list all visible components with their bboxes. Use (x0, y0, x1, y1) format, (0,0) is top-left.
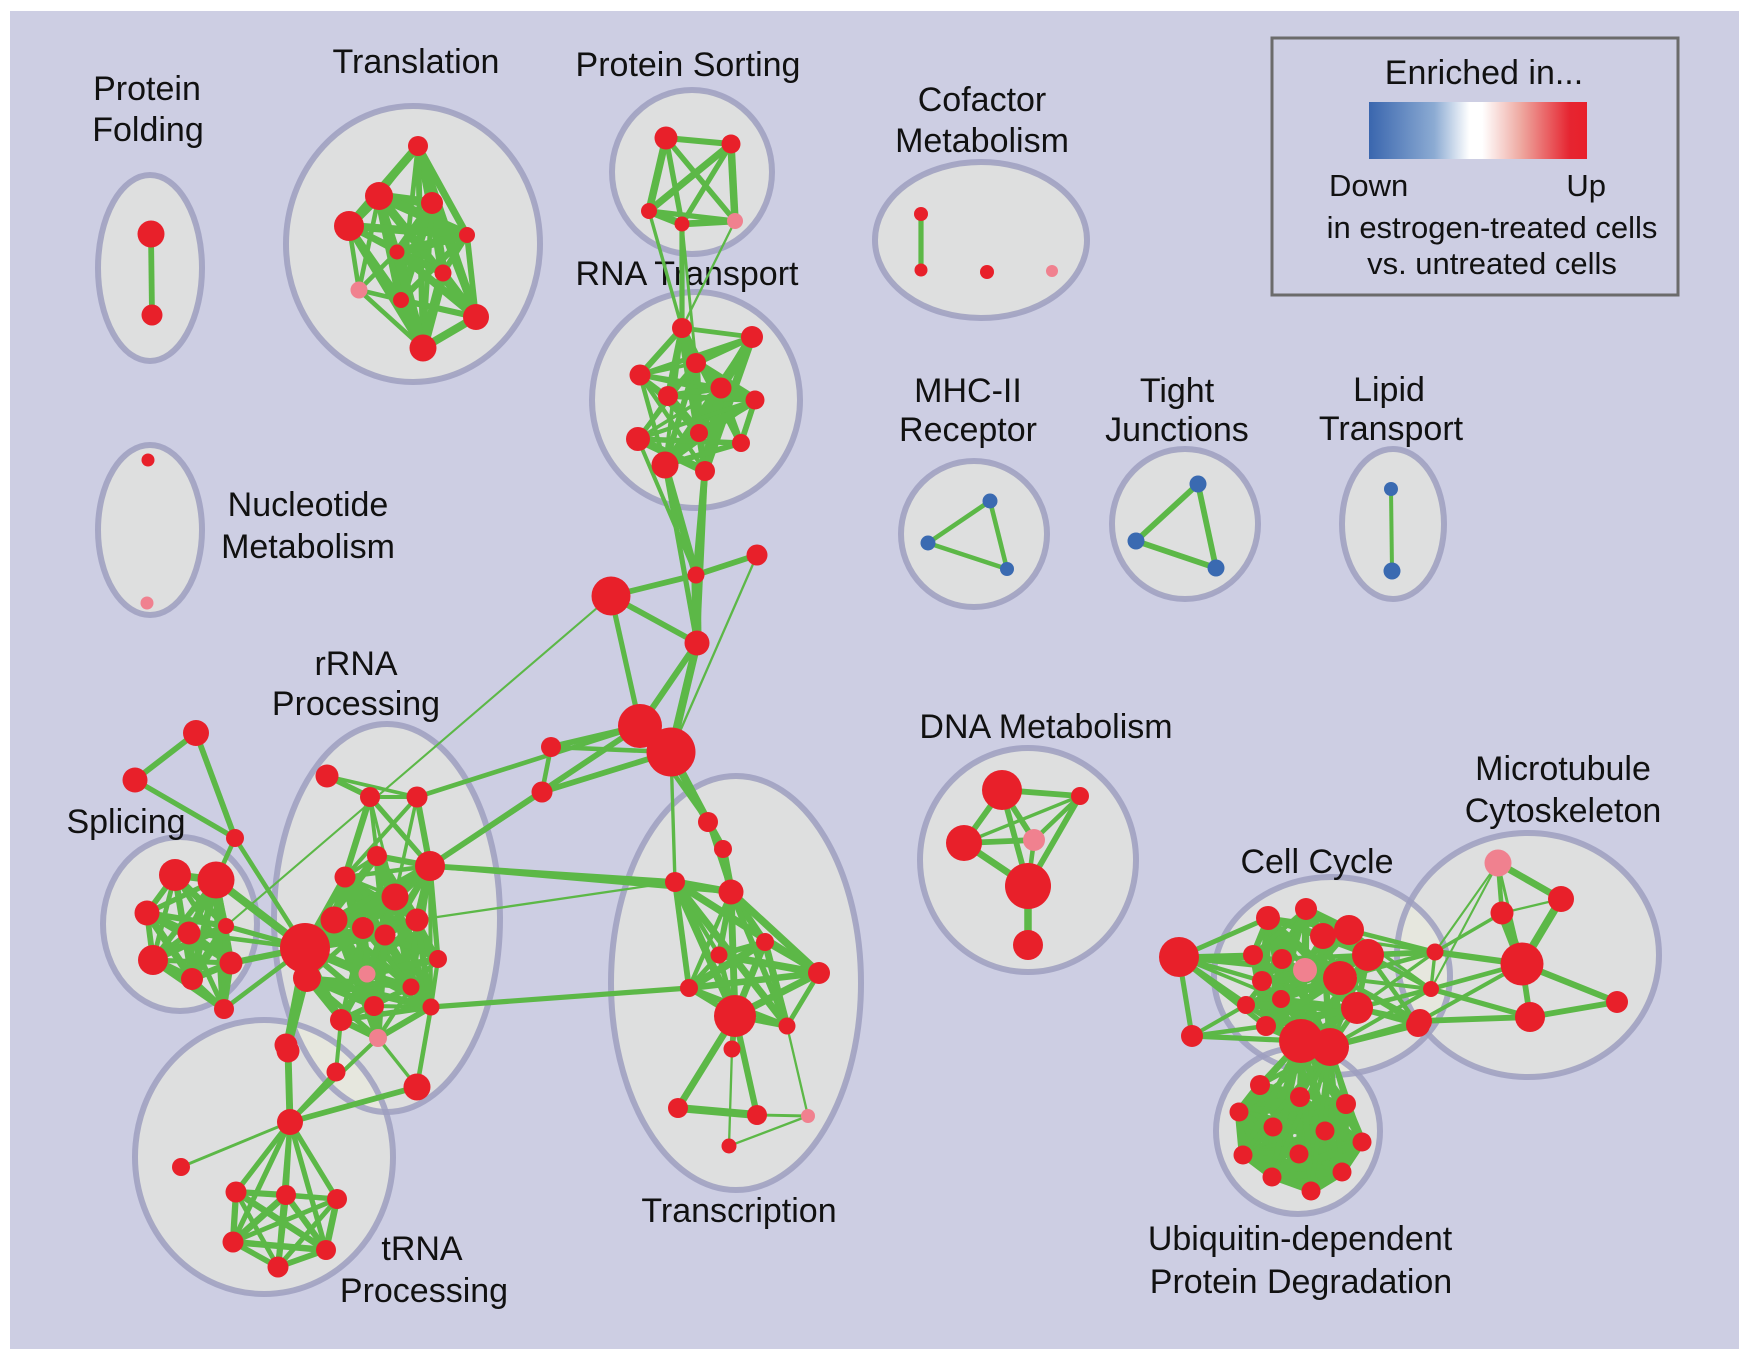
svg-text:Cell Cycle: Cell Cycle (1240, 843, 1393, 881)
svg-text:in estrogen-treated cells: in estrogen-treated cells (1327, 210, 1658, 245)
svg-text:Transcription: Transcription (641, 1192, 836, 1230)
svg-text:Transport: Transport (1319, 410, 1464, 448)
svg-text:Enriched in...: Enriched in... (1385, 54, 1583, 92)
svg-text:Metabolism: Metabolism (221, 528, 395, 566)
svg-text:Up: Up (1566, 168, 1606, 203)
svg-text:Metabolism: Metabolism (895, 122, 1069, 160)
svg-text:Cofactor: Cofactor (918, 81, 1047, 119)
svg-text:Processing: Processing (272, 685, 440, 723)
svg-text:Processing: Processing (340, 1272, 508, 1310)
svg-text:rRNA: rRNA (314, 645, 397, 683)
svg-text:Folding: Folding (92, 111, 204, 149)
svg-text:Protein Sorting: Protein Sorting (576, 46, 801, 84)
svg-text:Protein Degradation: Protein Degradation (1150, 1263, 1452, 1301)
svg-text:Down: Down (1329, 168, 1408, 203)
svg-text:DNA Metabolism: DNA Metabolism (919, 708, 1172, 746)
svg-text:Cytoskeleton: Cytoskeleton (1465, 792, 1662, 830)
svg-text:Microtubule: Microtubule (1475, 750, 1651, 788)
svg-text:vs. untreated cells: vs. untreated cells (1367, 246, 1617, 281)
svg-text:Tight: Tight (1140, 372, 1215, 410)
svg-text:tRNA: tRNA (381, 1230, 463, 1268)
svg-text:Translation: Translation (333, 43, 500, 81)
svg-text:Receptor: Receptor (899, 411, 1037, 449)
svg-text:Ubiquitin-dependent: Ubiquitin-dependent (1148, 1220, 1453, 1258)
svg-text:Lipid: Lipid (1353, 371, 1425, 409)
svg-text:Junctions: Junctions (1105, 411, 1249, 449)
svg-text:Splicing: Splicing (66, 803, 185, 841)
svg-text:MHC-II: MHC-II (914, 372, 1022, 410)
svg-text:Protein: Protein (93, 70, 201, 108)
svg-text:Nucleotide: Nucleotide (228, 486, 389, 524)
